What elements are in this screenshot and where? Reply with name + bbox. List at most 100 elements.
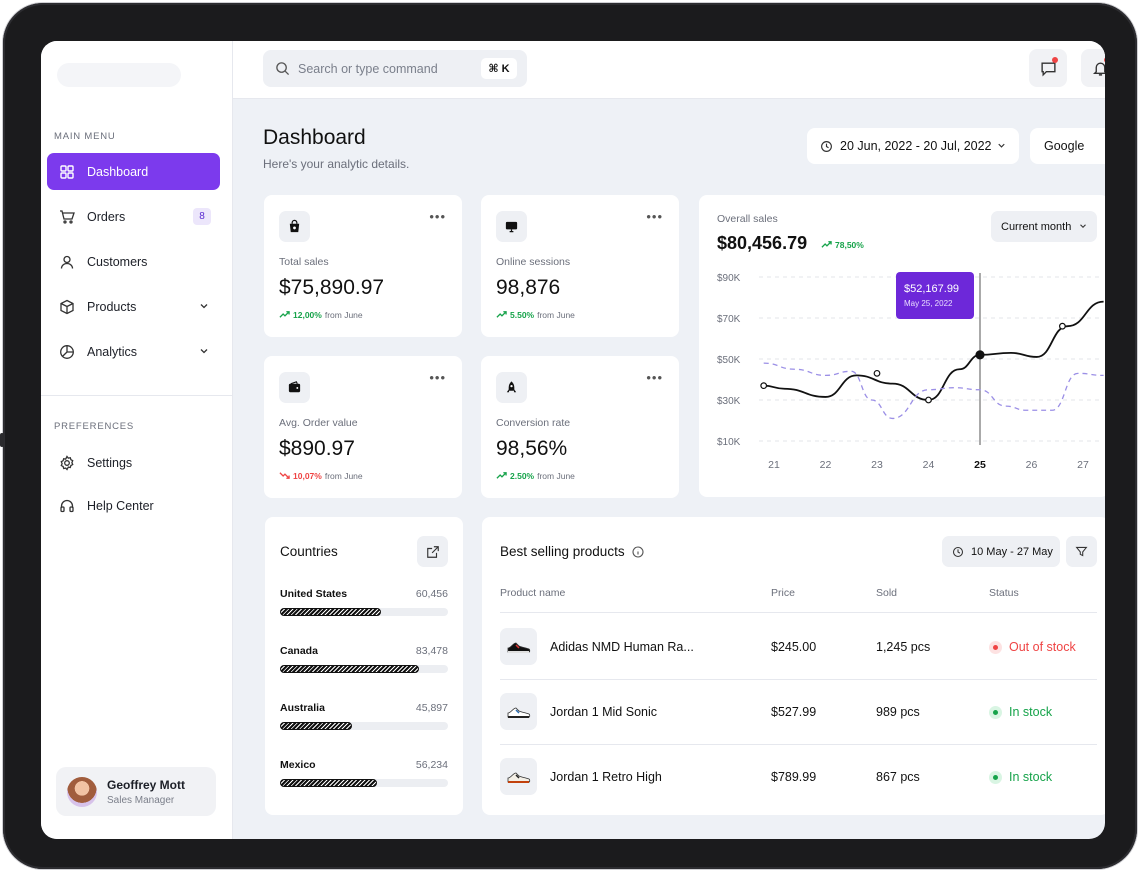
chevron-down-icon xyxy=(1103,140,1105,151)
sidebar-item-analytics[interactable]: Analytics xyxy=(47,333,220,370)
product-sold: 1,245 pcs xyxy=(876,640,931,654)
more-options-button[interactable]: ••• xyxy=(646,370,663,385)
status-badge: In stock xyxy=(989,705,1052,719)
column-header-status[interactable]: Status xyxy=(989,587,1019,599)
overall-sales-chart[interactable]: $90K $70K $50K $30K $10K 21 22 23 24 25 26 27 $52,16… xyxy=(699,265,1105,497)
overall-sales-label: Overall sales xyxy=(717,213,778,225)
filter-button[interactable] xyxy=(1066,536,1097,567)
user-profile-card[interactable]: Geoffrey Mott Sales Manager xyxy=(56,767,216,816)
stat-delta: 12,00% from June xyxy=(279,309,363,320)
main-menu-label: MAIN MENU xyxy=(54,131,116,142)
trend-down-icon xyxy=(279,472,290,479)
delta-value: 2.50% xyxy=(510,470,535,481)
box-icon xyxy=(58,298,76,316)
rocket-icon xyxy=(496,372,527,403)
country-row: Mexico 56,234 xyxy=(280,759,448,799)
country-bar-track xyxy=(280,665,448,673)
wallet-icon xyxy=(279,372,310,403)
product-sold: 989 pcs xyxy=(876,705,920,719)
more-options-button[interactable]: ••• xyxy=(429,370,446,385)
column-header-sold[interactable]: Sold xyxy=(876,587,898,599)
sidebar-divider xyxy=(41,395,233,396)
range-label: 10 May - 27 May xyxy=(971,545,1053,558)
orders-count-badge: 8 xyxy=(193,208,211,225)
x-tick-label: 22 xyxy=(820,459,832,471)
table-row[interactable]: Jordan 1 Mid Sonic $527.99 989 pcs In stock xyxy=(500,679,1097,743)
country-value: 60,456 xyxy=(415,588,448,600)
source-dropdown[interactable]: Google xyxy=(1030,128,1105,164)
user-role: Sales Manager xyxy=(107,794,175,806)
country-name: Mexico xyxy=(280,759,316,771)
product-price: $527.99 xyxy=(771,705,817,719)
stat-delta: 2.50% from June xyxy=(496,470,575,481)
search-box[interactable]: ⌘ K xyxy=(263,50,527,87)
preferences-label: PREFERENCES xyxy=(54,421,135,432)
source-label: Google xyxy=(1044,139,1085,153)
clock-icon xyxy=(952,546,964,557)
stat-value: 98,56% xyxy=(496,437,568,460)
search-input[interactable] xyxy=(298,61,473,76)
sidebar-item-customers[interactable]: Customers xyxy=(47,243,220,280)
overall-sales-value: $80,456.79 xyxy=(717,233,808,253)
stat-label: Avg. Order value xyxy=(279,417,358,429)
product-name: Jordan 1 Retro High xyxy=(550,770,662,784)
overall-sales-delta: 78,50% xyxy=(821,239,864,250)
date-range-label: 20 Jun, 2022 - 20 Jul, 2022 xyxy=(840,139,992,153)
gear-icon xyxy=(58,454,76,472)
sidebar-item-dashboard[interactable]: Dashboard xyxy=(47,153,220,190)
messages-button[interactable] xyxy=(1029,49,1067,87)
notification-dot xyxy=(1052,57,1058,63)
best-selling-products-card: Best selling products 10 May - 27 May Pr… xyxy=(482,517,1105,815)
info-icon[interactable] xyxy=(632,545,644,558)
sidebar-item-orders[interactable]: Orders 8 xyxy=(47,198,220,235)
countries-card: Countries United States 60,456 Canada 83,47… xyxy=(265,517,463,815)
data-point xyxy=(873,369,881,377)
sidebar-item-products[interactable]: Products xyxy=(47,288,220,325)
more-options-button[interactable]: ••• xyxy=(429,209,446,224)
cart-icon xyxy=(58,208,76,226)
product-thumbnail xyxy=(500,628,537,665)
stat-value: $890.97 xyxy=(279,437,355,460)
status-badge: In stock xyxy=(989,770,1052,784)
date-range-picker[interactable]: 20 Jun, 2022 - 20 Jul, 2022 xyxy=(807,128,1019,164)
product-price: $789.99 xyxy=(771,770,817,784)
country-name: Australia xyxy=(280,702,325,714)
status-badge: Out of stock xyxy=(989,640,1076,654)
products-date-range[interactable]: 10 May - 27 May xyxy=(942,536,1060,567)
column-header-price[interactable]: Price xyxy=(771,587,795,599)
column-header-product[interactable]: Product name xyxy=(500,587,566,599)
chevron-down-icon xyxy=(200,349,208,354)
period-dropdown[interactable]: Current month xyxy=(991,211,1097,242)
open-countries-button[interactable] xyxy=(417,536,448,567)
country-bar-fill xyxy=(280,779,377,787)
sidebar-item-help-center[interactable]: Help Center xyxy=(47,487,220,524)
overall-sales-card: Overall sales $80,456.79 78,50% Current … xyxy=(699,195,1105,497)
more-options-button[interactable]: ••• xyxy=(646,209,663,224)
chevron-down-icon xyxy=(1080,224,1086,229)
sneaker-icon xyxy=(507,707,530,718)
status-text: In stock xyxy=(1009,705,1053,719)
product-price: $245.00 xyxy=(771,640,817,654)
sidebar-item-settings[interactable]: Settings xyxy=(47,444,220,481)
chat-icon xyxy=(1040,61,1056,77)
notifications-button[interactable] xyxy=(1081,49,1105,87)
country-row: Australia 45,897 xyxy=(280,702,448,742)
y-tick-label: $90K xyxy=(717,273,741,284)
country-bar-fill xyxy=(280,608,381,616)
stat-delta: 5.50% from June xyxy=(496,309,575,320)
stat-card-avg-order-value: ••• Avg. Order value $890.97 10,07% from… xyxy=(264,356,462,498)
country-bar-track xyxy=(280,608,448,616)
search-icon xyxy=(276,62,290,76)
status-text: In stock xyxy=(1009,770,1053,784)
x-tick-label: 24 xyxy=(923,459,935,471)
stat-card-online-sessions: ••• Online sessions 98,876 5.50% from Ju… xyxy=(481,195,679,337)
chart-tooltip xyxy=(896,272,974,319)
page-subtitle: Here's your analytic details. xyxy=(263,157,410,171)
products-title-text: Best selling products xyxy=(500,544,625,559)
external-link-icon xyxy=(426,545,439,558)
data-point xyxy=(975,350,985,360)
country-bar-track xyxy=(280,722,448,730)
sidebar-item-label: Dashboard xyxy=(87,164,149,179)
table-row[interactable]: Jordan 1 Retro High $789.99 867 pcs In stoc… xyxy=(500,744,1097,808)
table-row[interactable]: Adidas NMD Human Ra... $245.00 1,245 pcs Ou… xyxy=(500,614,1097,678)
